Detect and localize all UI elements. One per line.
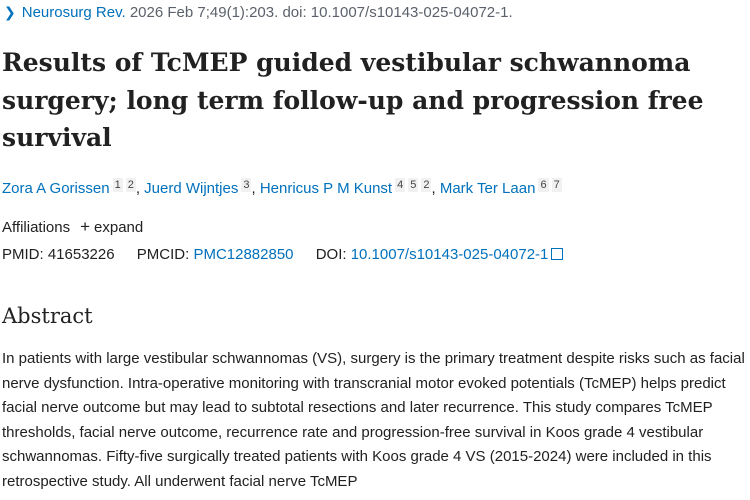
external-link-icon[interactable] xyxy=(551,248,564,260)
affiliation-ref[interactable]: 6 xyxy=(538,178,549,192)
affiliation-ref[interactable]: 4 xyxy=(395,178,406,192)
affiliation-ref[interactable]: 5 xyxy=(408,178,419,192)
journal-link[interactable]: Neurosurg Rev. xyxy=(21,4,126,21)
affiliation-ref[interactable]: 7 xyxy=(551,178,562,192)
author-link[interactable]: Henricus P M Kunst xyxy=(259,180,393,197)
article-title: Results of TcMEP guided vestibular schwa… xyxy=(2,48,704,152)
doi-label: DOI: xyxy=(315,246,347,263)
journal-citation: ❯ Neurosurg Rev. 2026 Feb 7;49(1):203. do… xyxy=(4,4,513,21)
author-link[interactable]: Juerd Wijntjes xyxy=(144,180,239,197)
affiliation-ref[interactable]: 2 xyxy=(421,178,432,192)
abstract-heading: Abstract xyxy=(2,304,93,328)
citation-details: 2026 Feb 7;49(1):203. doi: 10.1007/s1014… xyxy=(129,4,513,21)
affiliation-ref[interactable]: 3 xyxy=(241,178,252,192)
article-identifiers: PMID: 41653226 PMCID: PMC12882850 DOI: 1… xyxy=(2,246,564,263)
doi-link[interactable]: 10.1007/s10143-025-04072-1 xyxy=(350,246,549,263)
affiliation-ref[interactable]: 2 xyxy=(125,178,136,192)
author-link[interactable]: Zora A Gorissen xyxy=(2,180,110,197)
affiliations-label: Affiliations xyxy=(2,219,71,236)
chevron-right-icon[interactable]: ❯ xyxy=(4,4,16,20)
pmid-value: 41653226 xyxy=(47,246,115,263)
plus-icon: + xyxy=(80,217,91,236)
author-link[interactable]: Mark Ter Laan xyxy=(439,180,536,197)
pmcid-label: PMCID: xyxy=(136,246,190,263)
affiliation-ref[interactable]: 1 xyxy=(112,178,123,192)
affiliations-toggle[interactable]: Affiliations + expand xyxy=(2,217,143,237)
pmid-label: PMID: xyxy=(2,246,44,263)
pmcid-link[interactable]: PMC12882850 xyxy=(193,246,294,263)
expand-label[interactable]: expand xyxy=(94,219,144,236)
abstract-text: In patients with large vestibular schwan… xyxy=(2,350,745,490)
author-list: Zora A Gorissen 1 2, Juerd Wijntjes 3, Henr… xyxy=(2,178,562,197)
